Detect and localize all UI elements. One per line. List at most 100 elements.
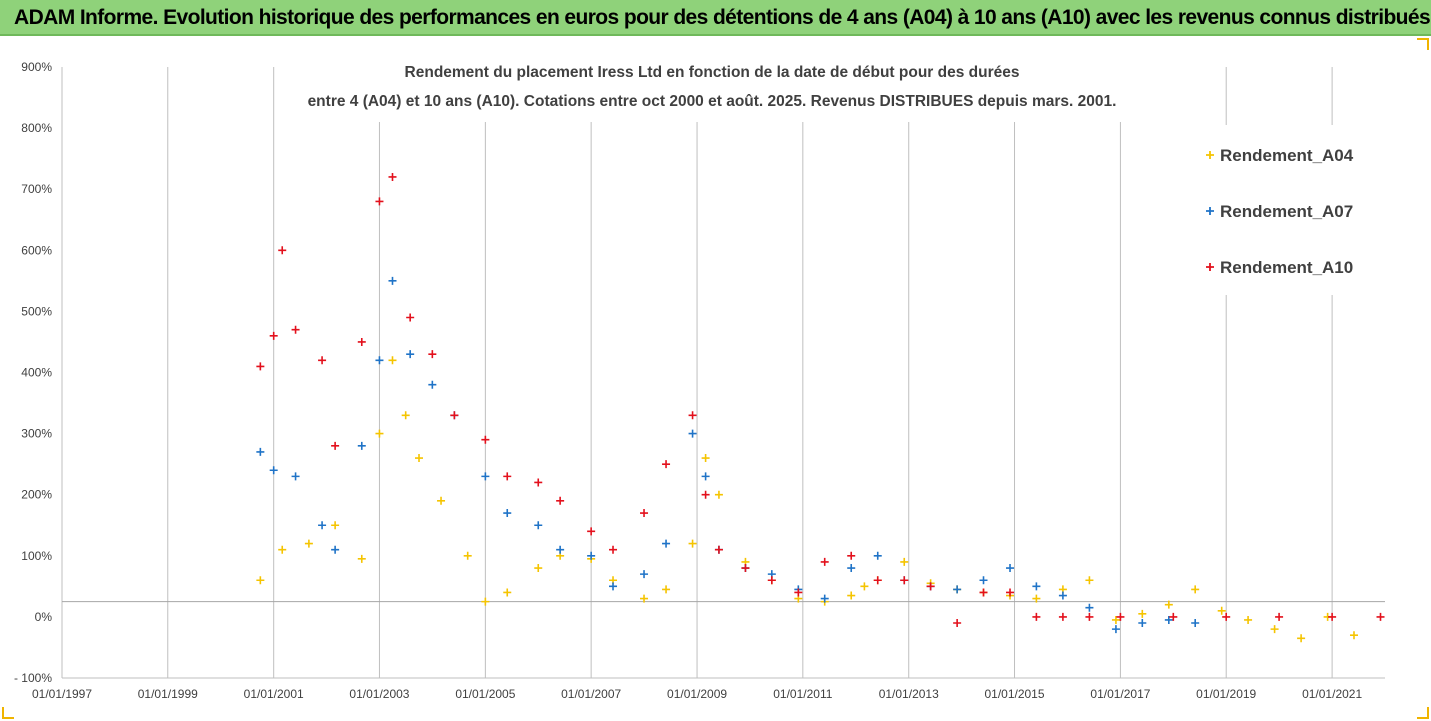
data-point bbox=[688, 539, 697, 548]
data-point bbox=[1111, 615, 1120, 624]
data-point bbox=[640, 594, 649, 603]
data-point bbox=[1058, 612, 1067, 621]
data-point bbox=[375, 429, 384, 438]
data-point bbox=[1085, 603, 1094, 612]
data-point bbox=[953, 585, 962, 594]
y-tick-label: - 100% bbox=[14, 671, 52, 685]
data-point bbox=[503, 509, 512, 518]
x-tick-label: 01/01/2015 bbox=[984, 687, 1044, 701]
y-tick-label: 400% bbox=[21, 366, 52, 380]
chart-title-background bbox=[290, 50, 1150, 122]
data-point bbox=[794, 588, 803, 597]
report-title: ADAM Informe. Evolution historique des p… bbox=[14, 6, 1431, 29]
data-point bbox=[1328, 612, 1337, 621]
series-Rendement_A10 bbox=[256, 172, 1385, 628]
data-point bbox=[701, 490, 710, 499]
x-tick-label: 01/01/2001 bbox=[244, 687, 304, 701]
data-point bbox=[688, 411, 697, 420]
data-point bbox=[820, 557, 829, 566]
data-point bbox=[1085, 576, 1094, 585]
data-point bbox=[1006, 588, 1015, 597]
data-point bbox=[1164, 615, 1173, 624]
data-point bbox=[1032, 612, 1041, 621]
data-point bbox=[1164, 600, 1173, 609]
x-tick-label: 01/01/2021 bbox=[1302, 687, 1362, 701]
data-points bbox=[256, 172, 1385, 643]
y-tick-label: 300% bbox=[21, 427, 52, 441]
data-point bbox=[406, 350, 415, 359]
data-point bbox=[481, 435, 490, 444]
data-point bbox=[318, 521, 327, 530]
data-point bbox=[587, 551, 596, 560]
data-point bbox=[357, 441, 366, 450]
data-point bbox=[534, 521, 543, 530]
data-point bbox=[256, 362, 265, 371]
data-point bbox=[847, 551, 856, 560]
data-point bbox=[714, 545, 723, 554]
data-point bbox=[873, 576, 882, 585]
data-point bbox=[256, 576, 265, 585]
x-tick-label: 01/01/2013 bbox=[879, 687, 939, 701]
y-tick-label: 600% bbox=[21, 243, 52, 257]
data-point bbox=[701, 454, 710, 463]
data-point bbox=[662, 539, 671, 548]
data-point bbox=[1138, 619, 1147, 628]
series-Rendement_A07 bbox=[256, 276, 1200, 634]
legend-marker bbox=[1206, 263, 1214, 271]
frame-corner-bottom-right bbox=[1417, 707, 1429, 719]
data-point bbox=[437, 496, 446, 505]
data-point bbox=[375, 356, 384, 365]
data-point bbox=[304, 539, 313, 548]
y-tick-label: 800% bbox=[21, 121, 52, 135]
legend: Rendement_A04 Rendement_A07 Rendement_A10 bbox=[1206, 146, 1354, 277]
x-tick-label: 01/01/2017 bbox=[1090, 687, 1150, 701]
data-point bbox=[662, 460, 671, 469]
y-tick-label: 0% bbox=[35, 610, 53, 624]
data-point bbox=[701, 472, 710, 481]
data-point bbox=[662, 585, 671, 594]
data-point bbox=[847, 564, 856, 573]
data-point bbox=[401, 411, 410, 420]
data-point bbox=[503, 588, 512, 597]
data-point bbox=[1270, 625, 1279, 634]
x-tick-label: 01/01/2003 bbox=[349, 687, 409, 701]
data-point bbox=[1032, 594, 1041, 603]
chart-title-line-1: Rendement du placement Iress Ltd en fonc… bbox=[405, 64, 1020, 81]
frame-corner-bottom-left bbox=[2, 707, 14, 719]
data-point bbox=[357, 337, 366, 346]
data-point bbox=[375, 197, 384, 206]
data-point bbox=[900, 576, 909, 585]
data-point bbox=[741, 564, 750, 573]
data-point bbox=[1297, 634, 1306, 643]
data-point bbox=[1032, 582, 1041, 591]
y-tick-label: 200% bbox=[21, 488, 52, 502]
data-point bbox=[1217, 606, 1226, 615]
data-point bbox=[979, 576, 988, 585]
data-point bbox=[926, 582, 935, 591]
data-point bbox=[556, 545, 565, 554]
data-point bbox=[1058, 591, 1067, 600]
data-point bbox=[1111, 625, 1120, 634]
data-point bbox=[609, 582, 618, 591]
data-point bbox=[1191, 619, 1200, 628]
x-tick-label: 01/01/1999 bbox=[138, 687, 198, 701]
legend-marker bbox=[1206, 151, 1214, 159]
series-Rendement_A04 bbox=[256, 356, 1358, 643]
data-point bbox=[820, 594, 829, 603]
data-point bbox=[388, 276, 397, 285]
data-point bbox=[428, 350, 437, 359]
x-axis-tick-labels: 01/01/1997 01/01/1999 01/01/2001 01/01/2003… bbox=[32, 687, 1362, 701]
data-point bbox=[1222, 612, 1231, 621]
legend-label: Rendement_A10 bbox=[1220, 258, 1353, 277]
y-tick-label: 500% bbox=[21, 304, 52, 318]
data-point bbox=[587, 527, 596, 536]
data-point bbox=[640, 570, 649, 579]
data-point bbox=[256, 447, 265, 456]
y-tick-label: 900% bbox=[21, 60, 52, 74]
legend-label: Rendement_A04 bbox=[1220, 146, 1354, 165]
data-point bbox=[714, 490, 723, 499]
data-point bbox=[979, 588, 988, 597]
data-point bbox=[415, 454, 424, 463]
x-tick-label: 01/01/2011 bbox=[773, 687, 832, 701]
data-point bbox=[269, 466, 278, 475]
